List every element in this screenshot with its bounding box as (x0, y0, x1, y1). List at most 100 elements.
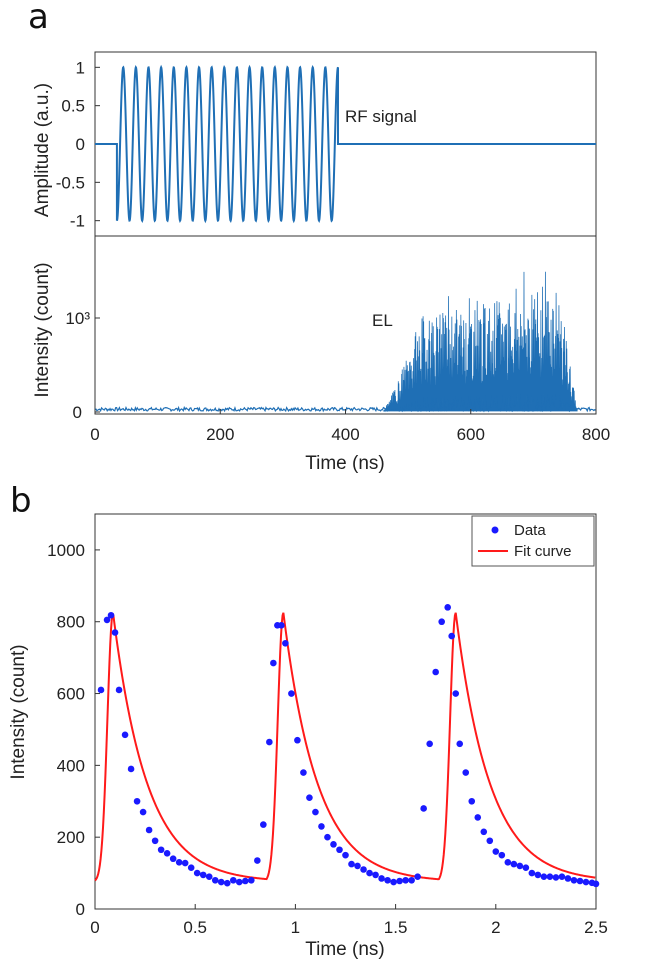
data-point (582, 878, 590, 886)
data-point (438, 618, 445, 626)
data-point (127, 765, 135, 773)
data-point (235, 878, 243, 886)
data-point (151, 837, 159, 845)
data-point (278, 622, 285, 629)
b-ylabel: Intensity (count) (8, 644, 29, 779)
b-xtick-label-1: 0.5 (183, 918, 207, 937)
data-point (336, 846, 343, 854)
el-annotation: EL (372, 311, 393, 330)
time-resolved-intensity-chart: 0 200 400 600 800 1000 0 0.5 1 1.5 2 2.5 Data Fit … (8, 513, 608, 960)
b-xtick-label-3: 1.5 (384, 918, 408, 937)
data-point (432, 668, 439, 676)
data-point (564, 875, 572, 882)
legend-data-label: Data (514, 522, 546, 539)
data-point (576, 877, 584, 885)
rf-ytick-label-2: 0 (76, 135, 85, 154)
data-point (492, 848, 500, 855)
b-xtick-label-0: 0 (90, 918, 99, 937)
data-point (133, 797, 141, 805)
b-xlabel: Time (ns) (305, 939, 385, 960)
b-ytick-label-1: 200 (57, 828, 85, 847)
data-point (546, 873, 554, 880)
data-point (157, 846, 165, 854)
data-point (193, 869, 201, 877)
data-point (462, 769, 470, 776)
data-point (163, 850, 171, 857)
data-point (300, 769, 307, 776)
b-xtick-label-2: 1 (291, 918, 300, 937)
data-point (348, 860, 355, 868)
data-point (248, 876, 255, 884)
data-point (270, 659, 277, 667)
rf-signal-annotation: RF signal (345, 107, 417, 126)
b-ytick-label-4: 800 (57, 613, 85, 632)
data-point (97, 686, 105, 694)
data-point (558, 873, 566, 880)
data-point (402, 876, 409, 884)
data-point (318, 823, 325, 830)
el-xlabel: Time (ns) (305, 453, 385, 474)
fit-curve-series (94, 612, 596, 882)
data-point (456, 740, 464, 748)
data-point (474, 814, 482, 821)
data-point (408, 876, 415, 884)
data-point (121, 731, 129, 739)
el-ylabel: Intensity (count) (32, 262, 53, 397)
panel-label-b: b (10, 481, 32, 521)
data-point (181, 859, 189, 867)
legend-box (471, 515, 595, 567)
data-point (504, 859, 512, 866)
data-point (260, 821, 267, 828)
rf-signal-series (95, 64, 596, 224)
data-point (187, 864, 195, 871)
data-point (223, 879, 231, 887)
b-xtick-label-4: 2 (491, 918, 500, 937)
data-point (324, 833, 331, 841)
b-plot-frame (94, 513, 597, 910)
el-xtick-label-0: 0 (90, 425, 99, 444)
data-point (211, 876, 219, 884)
data-point (552, 874, 560, 881)
data-point (107, 611, 115, 619)
data-point (444, 604, 452, 611)
data-point (288, 690, 295, 697)
b-ytick-label-0: 0 (76, 900, 85, 919)
data-point (540, 873, 548, 880)
data-point (592, 880, 600, 888)
data-point (510, 860, 518, 868)
data-point (169, 855, 177, 863)
el-intensity-chart: 0 200 400 600 800 0 10³ EL Intensity (count)… (32, 235, 610, 474)
el-ytick-label-1: 10³ (65, 309, 90, 328)
legend: Data Fit curve (471, 515, 595, 567)
data-point (396, 877, 403, 885)
data-point (570, 876, 578, 884)
rf-ytick-label-4: -1 (70, 212, 85, 231)
data-point (229, 876, 237, 884)
data-point (266, 738, 273, 746)
rf-ylabel: Amplitude (a.u.) (32, 83, 53, 217)
rf-ytick-label-3: -0.5 (56, 173, 85, 192)
el-ytick-label-0: 0 (73, 403, 82, 422)
data-point (452, 690, 460, 697)
data-point (139, 808, 147, 816)
data-point (378, 875, 385, 882)
data-point (175, 859, 183, 866)
data-point (486, 837, 494, 845)
data-point (384, 876, 391, 884)
data-point (468, 797, 476, 805)
rf-signal-chart: 1 0.5 0 -0.5 -1 RF signal Amplitude (a.u.) (32, 51, 597, 237)
data-point (480, 828, 488, 836)
data-point (448, 632, 456, 640)
legend-data-marker (491, 526, 499, 534)
data-point (282, 639, 289, 647)
data-point (354, 862, 361, 870)
panel-label-a: a (28, 0, 49, 37)
data-point (390, 878, 397, 886)
data-point (372, 871, 379, 879)
data-point (414, 873, 421, 880)
data-point (312, 808, 319, 816)
data-point (330, 841, 337, 848)
data-point (294, 736, 301, 744)
data-point (111, 629, 119, 636)
